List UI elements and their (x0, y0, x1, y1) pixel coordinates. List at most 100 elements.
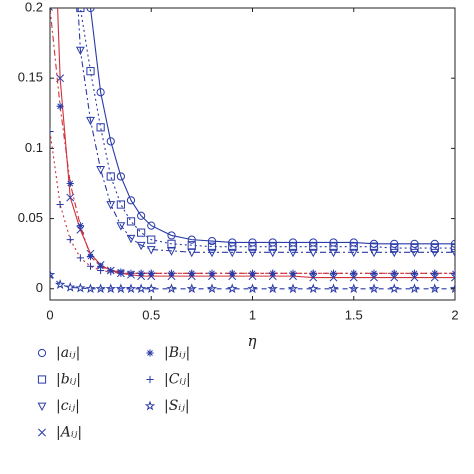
marker (329, 238, 338, 247)
marker (167, 247, 176, 256)
y-tick-label: 0.05 (18, 210, 43, 225)
marker (97, 262, 105, 270)
marker (86, 116, 95, 126)
marker (269, 269, 277, 277)
marker (95, 283, 106, 294)
marker (125, 283, 137, 294)
marker (137, 211, 146, 220)
marker (116, 200, 125, 209)
marker (66, 179, 74, 188)
marker (187, 235, 196, 244)
marker (309, 242, 318, 251)
marker (390, 239, 399, 248)
marker (207, 248, 217, 258)
marker (126, 234, 136, 244)
marker (86, 8, 95, 13)
marker (308, 283, 319, 294)
legend-label: |Aᵢⱼ| (56, 425, 82, 441)
marker (137, 228, 146, 237)
marker (450, 243, 455, 253)
marker (247, 283, 258, 294)
marker (348, 283, 359, 294)
legend-label: |aᵢⱼ| (56, 345, 80, 361)
marker (56, 200, 64, 209)
marker (208, 269, 216, 277)
marker (268, 248, 278, 258)
marker (117, 269, 125, 277)
marker (86, 262, 95, 270)
marker (268, 242, 277, 251)
x-tick-label: 2 (451, 307, 458, 322)
marker (410, 239, 419, 248)
marker (96, 166, 106, 175)
marker (126, 217, 136, 226)
marker (106, 172, 115, 181)
marker (76, 8, 85, 13)
marker (248, 248, 257, 258)
marker (136, 241, 146, 251)
x-axis-label: η (248, 332, 257, 350)
marker (106, 201, 116, 210)
series-line (79, 8, 455, 249)
marker (86, 67, 95, 76)
legend-marker (37, 375, 47, 384)
marker (167, 239, 176, 248)
marker (410, 243, 419, 253)
legend-marker (38, 428, 46, 437)
marker (126, 196, 136, 205)
y-tick-label: 0 (36, 280, 43, 295)
marker (309, 238, 318, 247)
marker (449, 283, 455, 294)
legend-marker (37, 348, 47, 358)
marker (228, 269, 236, 277)
marker (289, 269, 297, 277)
marker (248, 269, 257, 277)
marker (368, 283, 380, 294)
marker (268, 238, 277, 247)
x-tick-label: 0.5 (142, 307, 160, 322)
marker (56, 102, 64, 110)
marker (146, 283, 157, 294)
marker (451, 269, 455, 277)
marker (85, 283, 96, 294)
marker (389, 248, 399, 258)
marker (207, 242, 217, 251)
marker (429, 283, 440, 294)
y-tick-label: 0.2 (25, 0, 43, 14)
legend-label: |bᵢⱼ| (56, 372, 81, 388)
marker (166, 283, 177, 294)
marker (187, 248, 197, 258)
marker (349, 242, 358, 251)
marker (227, 248, 237, 258)
marker (409, 283, 420, 294)
marker (410, 248, 419, 258)
marker (146, 246, 156, 255)
marker (410, 269, 419, 277)
marker (248, 242, 257, 251)
marker (187, 241, 196, 250)
marker (167, 269, 176, 277)
marker (369, 248, 379, 258)
marker (430, 248, 440, 258)
marker (430, 239, 439, 248)
marker (390, 269, 398, 277)
marker (105, 283, 116, 294)
marker (228, 242, 237, 251)
marker (288, 242, 298, 251)
marker (147, 221, 156, 230)
marker (248, 238, 257, 247)
marker (188, 269, 196, 277)
legend-marker (146, 349, 154, 357)
marker (329, 242, 338, 251)
marker (107, 268, 115, 276)
marker (389, 283, 400, 294)
legend-label: |Bᵢⱼ| (164, 345, 190, 361)
series-line (77, 8, 455, 253)
marker (390, 243, 399, 253)
marker (370, 269, 378, 277)
marker (288, 248, 298, 258)
marker (329, 269, 338, 277)
marker (147, 235, 156, 244)
marker (308, 248, 318, 258)
